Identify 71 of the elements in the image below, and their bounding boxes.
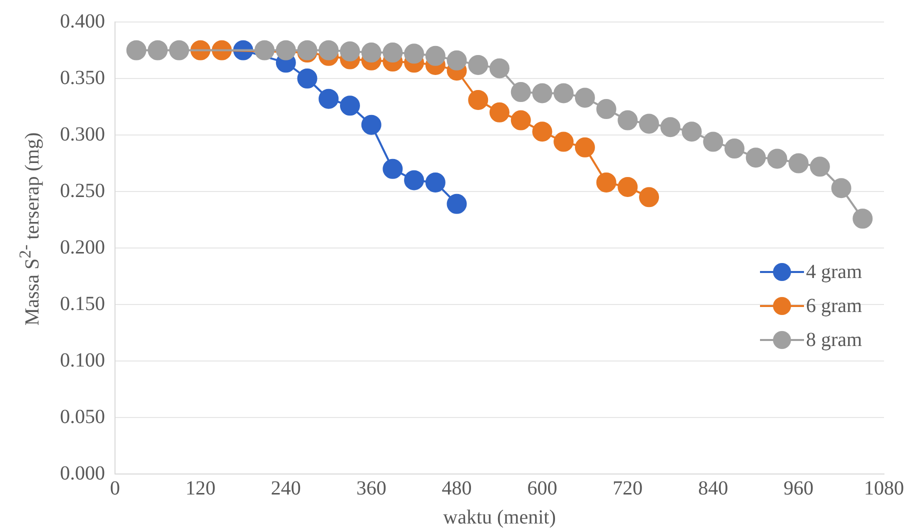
point bbox=[532, 122, 552, 142]
x-tick-label: 120 bbox=[185, 477, 216, 500]
legend-label: 4 gram bbox=[806, 260, 862, 284]
x-tick-label: 240 bbox=[270, 477, 301, 500]
point bbox=[788, 153, 809, 174]
point bbox=[554, 132, 574, 152]
point bbox=[490, 102, 510, 122]
point bbox=[382, 158, 403, 179]
x-tick-label: 1080 bbox=[864, 477, 904, 500]
point bbox=[468, 90, 488, 110]
point bbox=[446, 50, 467, 70]
point bbox=[297, 68, 318, 88]
point bbox=[340, 96, 360, 116]
point bbox=[596, 172, 616, 192]
point bbox=[660, 117, 680, 138]
x-tick-label: 600 bbox=[527, 477, 558, 500]
point bbox=[318, 40, 339, 60]
point bbox=[446, 194, 467, 214]
x-tick-label: 360 bbox=[356, 477, 386, 500]
point bbox=[852, 208, 873, 229]
point bbox=[639, 114, 660, 134]
point bbox=[126, 40, 146, 60]
point bbox=[724, 138, 744, 159]
point bbox=[490, 58, 510, 78]
point bbox=[425, 46, 446, 66]
point bbox=[746, 148, 766, 168]
point bbox=[404, 170, 424, 190]
point bbox=[404, 44, 424, 64]
point bbox=[382, 42, 403, 63]
point bbox=[639, 187, 660, 208]
y-tick-label: 0.000 bbox=[60, 462, 105, 484]
y-tick-label: 0.300 bbox=[60, 123, 105, 146]
point bbox=[425, 172, 446, 192]
x-tick-label: 720 bbox=[612, 477, 643, 500]
point bbox=[831, 178, 852, 198]
x-tick-label: 0 bbox=[110, 477, 120, 500]
point bbox=[574, 137, 595, 158]
point bbox=[254, 40, 275, 60]
point bbox=[618, 110, 638, 130]
x-axis-title: waktu (menit) bbox=[443, 506, 556, 528]
y-tick-label: 0.250 bbox=[60, 180, 105, 202]
y-tick-label: 0.100 bbox=[60, 349, 105, 372]
x-tick-label: 480 bbox=[442, 477, 472, 500]
x-tick-label: 840 bbox=[698, 477, 728, 500]
point bbox=[318, 88, 339, 109]
point bbox=[810, 156, 830, 177]
y-tick-label: 0.350 bbox=[60, 66, 105, 89]
point bbox=[574, 88, 595, 108]
point bbox=[703, 132, 724, 152]
point bbox=[361, 42, 382, 63]
point bbox=[169, 40, 190, 60]
y-tick-label: 0.150 bbox=[60, 292, 105, 315]
point bbox=[148, 40, 168, 60]
point bbox=[618, 176, 638, 197]
point bbox=[682, 122, 702, 142]
y-tick-label: 0.050 bbox=[60, 406, 105, 428]
point bbox=[554, 83, 574, 104]
point bbox=[532, 83, 552, 104]
point bbox=[510, 82, 531, 102]
legend-label: 6 gram bbox=[806, 294, 862, 318]
point bbox=[510, 110, 531, 130]
point bbox=[468, 54, 488, 75]
y-tick-label: 0.200 bbox=[60, 236, 105, 258]
point bbox=[596, 99, 616, 120]
point bbox=[276, 40, 296, 60]
legend-label: 8 gram bbox=[806, 328, 862, 352]
point bbox=[361, 114, 382, 135]
point bbox=[767, 148, 788, 169]
x-tick-label: 960 bbox=[784, 477, 814, 500]
point bbox=[340, 41, 360, 62]
y-tick-label: 0.400 bbox=[60, 10, 105, 32]
